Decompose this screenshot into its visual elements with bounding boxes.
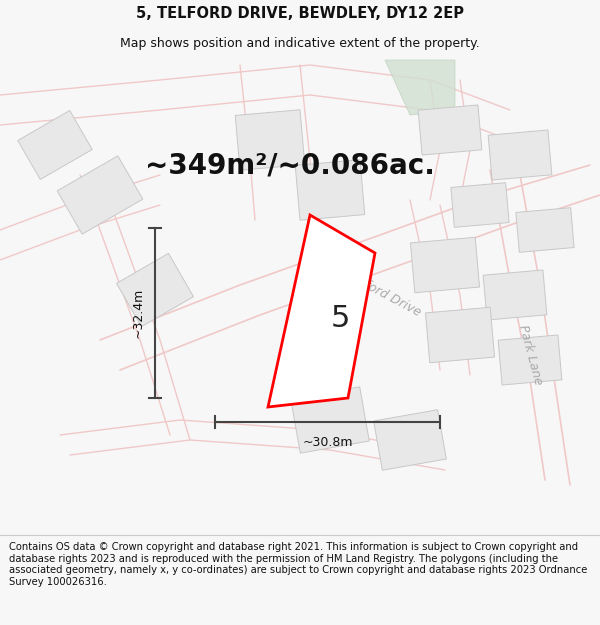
Text: ~32.4m: ~32.4m [132, 288, 145, 338]
Text: Contains OS data © Crown copyright and database right 2021. This information is : Contains OS data © Crown copyright and d… [9, 542, 587, 587]
Polygon shape [57, 156, 143, 234]
Polygon shape [18, 111, 92, 179]
Polygon shape [295, 160, 365, 220]
Polygon shape [385, 60, 455, 115]
Text: Map shows position and indicative extent of the property.: Map shows position and indicative extent… [120, 38, 480, 51]
Text: Telford Drive: Telford Drive [347, 271, 423, 319]
Polygon shape [425, 308, 494, 362]
Text: 5, TELFORD DRIVE, BEWDLEY, DY12 2EP: 5, TELFORD DRIVE, BEWDLEY, DY12 2EP [136, 6, 464, 21]
Polygon shape [498, 335, 562, 385]
Polygon shape [374, 410, 446, 470]
Polygon shape [488, 130, 552, 180]
Text: Park Lane: Park Lane [516, 324, 544, 386]
Polygon shape [116, 253, 193, 327]
Polygon shape [516, 208, 574, 252]
Polygon shape [268, 215, 375, 407]
Polygon shape [410, 238, 479, 292]
Polygon shape [451, 182, 509, 228]
Polygon shape [418, 105, 482, 155]
Text: ~349m²/~0.086ac.: ~349m²/~0.086ac. [145, 151, 435, 179]
Text: 5: 5 [331, 304, 350, 332]
Text: ~30.8m: ~30.8m [302, 436, 353, 449]
Polygon shape [291, 387, 369, 453]
Polygon shape [235, 110, 305, 170]
Polygon shape [483, 270, 547, 320]
